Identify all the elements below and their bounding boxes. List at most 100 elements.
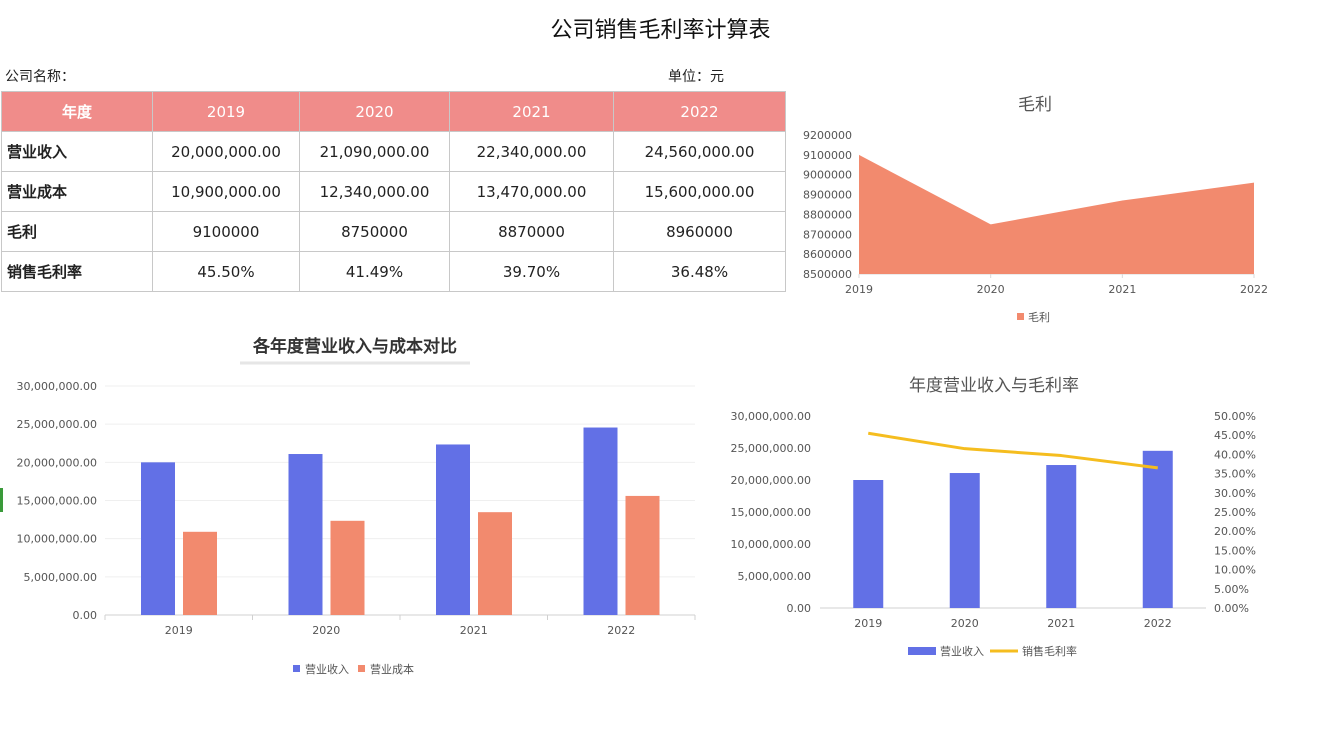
- y-tick-label: 15,000,000.00: [731, 506, 811, 519]
- header-cell[interactable]: 2019: [152, 91, 300, 132]
- table-cell[interactable]: 8750000: [299, 211, 450, 252]
- table-cell[interactable]: 12,340,000.00: [299, 171, 450, 212]
- legend-label: 营业收入: [305, 662, 349, 676]
- table-cell[interactable]: 8960000: [613, 211, 786, 252]
- legend-label: 营业成本: [370, 662, 414, 676]
- y2-tick-label: 15.00%: [1214, 544, 1256, 557]
- table-cell[interactable]: 45.50%: [152, 251, 300, 292]
- bar-cost: [330, 520, 365, 615]
- table-cell[interactable]: 9100000: [152, 211, 300, 252]
- chart-title: 毛利: [1018, 95, 1052, 115]
- y2-tick-label: 0.00%: [1214, 602, 1249, 615]
- bar-revenue: [1142, 450, 1173, 608]
- table-cell[interactable]: 24,560,000.00: [613, 131, 786, 172]
- y-tick-label: 9200000: [803, 129, 852, 142]
- table-cell[interactable]: 39.70%: [449, 251, 614, 292]
- header-cell[interactable]: 2022: [613, 91, 786, 132]
- header-cell[interactable]: 2020: [299, 91, 450, 132]
- table-cell[interactable]: 21,090,000.00: [299, 131, 450, 172]
- y2-tick-label: 5.00%: [1214, 583, 1249, 596]
- y2-tick-label: 50.00%: [1214, 410, 1256, 423]
- x-tick-label: 2020: [951, 617, 979, 630]
- y-tick-label: 25,000,000.00: [731, 442, 811, 455]
- y-tick-label: 9100000: [803, 149, 852, 162]
- chart-title: 各年度营业收入与成本对比: [252, 336, 457, 357]
- table-cell[interactable]: 22,340,000.00: [449, 131, 614, 172]
- table-cell[interactable]: 36.48%: [613, 251, 786, 292]
- y-tick-label: 20,000,000.00: [17, 456, 97, 469]
- page-title: 公司销售毛利率计算表: [550, 18, 771, 43]
- cell-selection-marker: [0, 488, 3, 512]
- bar-revenue: [583, 427, 618, 615]
- header-cell-year[interactable]: 年度: [1, 91, 153, 132]
- legend-label: 营业收入: [940, 644, 984, 658]
- y-tick-label: 5,000,000.00: [738, 570, 811, 583]
- revenue-margin-combo-chart[interactable]: 年度营业收入与毛利率 30,000,000.00 25,000,000.00 20,0…: [718, 365, 1278, 675]
- y-tick-label: 10,000,000.00: [731, 538, 811, 551]
- chart-title: 年度营业收入与毛利率: [909, 376, 1079, 396]
- row-label[interactable]: 营业收入: [1, 131, 153, 172]
- line-series-margin-rate: [868, 431, 1158, 470]
- y-tick-label: 20,000,000.00: [731, 474, 811, 487]
- y2-tick-label: 30.00%: [1214, 487, 1256, 500]
- y-tick-label: 8800000: [803, 208, 852, 221]
- row-label[interactable]: 毛利: [1, 211, 153, 252]
- table-header-row: 年度 2019 2020 2021 2022: [1, 91, 786, 132]
- legend-swatch-revenue: [293, 665, 300, 672]
- legend-label: 销售毛利率: [1022, 644, 1077, 658]
- table-row-gross-profit: 毛利 9100000 8750000 8870000 8960000: [1, 211, 786, 252]
- legend-swatch: [1017, 313, 1024, 320]
- legend-label: 毛利: [1028, 311, 1050, 324]
- y-tick-label: 0.00: [73, 609, 98, 622]
- y2-tick-label: 25.00%: [1214, 506, 1256, 519]
- legend-swatch-cost: [358, 665, 365, 672]
- table-cell[interactable]: 10,900,000.00: [152, 171, 300, 212]
- margin-table: 年度 2019 2020 2021 2022 营业收入 20,000,000.0…: [1, 91, 786, 292]
- x-tick-label: 2020: [977, 283, 1005, 296]
- y-tick-label: 0.00: [787, 602, 812, 615]
- revenue-cost-bar-chart[interactable]: 各年度营业收入与成本对比 30,000,000.00 25,000,000.00 20…: [0, 325, 720, 695]
- bar-cost: [183, 531, 217, 615]
- y-tick-label: 30,000,000.00: [17, 380, 97, 393]
- row-label[interactable]: 销售毛利率: [1, 251, 153, 292]
- legend-swatch-revenue: [908, 647, 936, 655]
- area-series-gross-profit: [859, 154, 1254, 274]
- header-cell[interactable]: 2021: [449, 91, 614, 132]
- y2-tick-label: 20.00%: [1214, 525, 1256, 538]
- table-cell[interactable]: 13,470,000.00: [449, 171, 614, 212]
- bar-revenue: [1046, 465, 1077, 608]
- x-tick-label: 2021: [1108, 283, 1136, 296]
- table-cell[interactable]: 8870000: [449, 211, 614, 252]
- y-tick-label: 15,000,000.00: [17, 495, 97, 508]
- table-row-cost: 营业成本 10,900,000.00 12,340,000.00 13,470,…: [1, 171, 786, 212]
- row-label[interactable]: 营业成本: [1, 171, 153, 212]
- table-cell[interactable]: 15,600,000.00: [613, 171, 786, 212]
- x-tick-label: 2019: [854, 617, 882, 630]
- y-tick-label: 8600000: [803, 248, 852, 261]
- y2-tick-label: 35.00%: [1214, 468, 1256, 481]
- x-tick-label: 2019: [845, 283, 873, 296]
- bar-cost: [625, 495, 660, 615]
- bar-revenue: [436, 444, 470, 615]
- y-tick-label: 5,000,000.00: [24, 571, 97, 584]
- company-name-label: 公司名称：: [5, 69, 75, 85]
- y-tick-label: 8900000: [803, 189, 852, 202]
- x-tick-label: 2022: [1144, 617, 1172, 630]
- bar-revenue: [853, 480, 884, 608]
- x-tick-label: 2022: [1240, 283, 1268, 296]
- y-tick-label: 8700000: [803, 228, 852, 241]
- table-row-margin-rate: 销售毛利率 45.50% 41.49% 39.70% 36.48%: [1, 251, 786, 292]
- x-tick-label: 2019: [165, 624, 193, 637]
- y-tick-label: 8500000: [803, 268, 852, 281]
- bar-cost: [478, 512, 512, 615]
- table-row-revenue: 营业收入 20,000,000.00 21,090,000.00 22,340,…: [1, 131, 786, 172]
- x-tick-label: 2020: [312, 624, 340, 637]
- table-cell[interactable]: 20,000,000.00: [152, 131, 300, 172]
- x-tick-label: 2021: [1047, 617, 1075, 630]
- y-tick-label: 25,000,000.00: [17, 418, 97, 431]
- gross-profit-area-chart[interactable]: 毛利 9200000 9100000 9000000 8900000 8800000 870…: [795, 85, 1295, 335]
- table-cell[interactable]: 41.49%: [299, 251, 450, 292]
- y-tick-label: 10,000,000.00: [17, 533, 97, 546]
- y2-tick-label: 45.00%: [1214, 429, 1256, 442]
- bar-revenue: [949, 473, 980, 608]
